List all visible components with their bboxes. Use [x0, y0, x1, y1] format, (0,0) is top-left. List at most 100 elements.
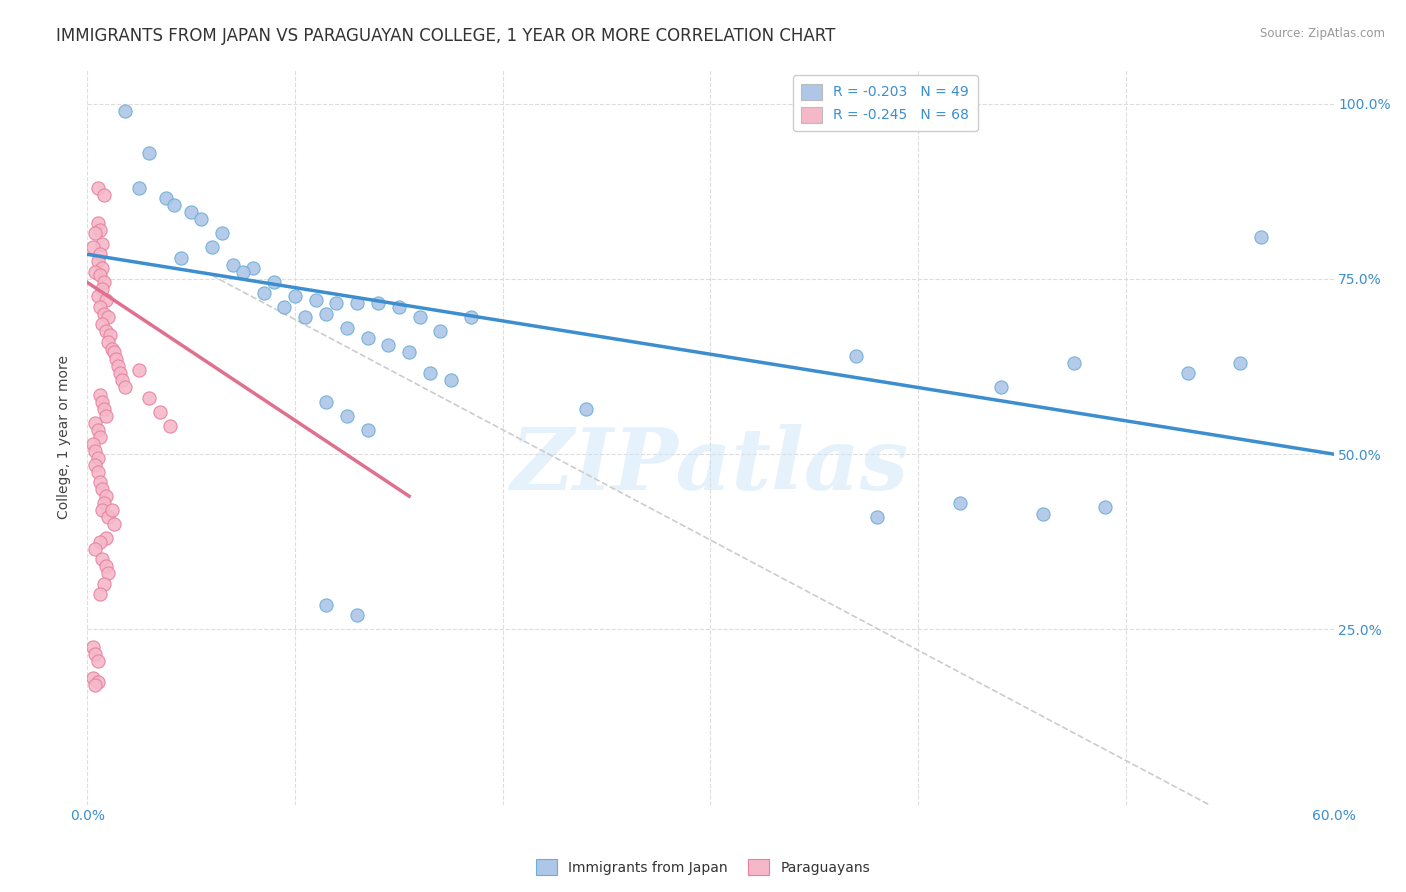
- Point: [408, 310, 430, 325]
- Point: [84, 416, 107, 430]
- Point: [94, 559, 117, 574]
- Point: [201, 240, 224, 254]
- Point: [103, 517, 125, 532]
- Point: [159, 419, 181, 434]
- Point: [377, 338, 399, 352]
- Point: [367, 296, 389, 310]
- Point: [82, 672, 104, 686]
- Point: [114, 103, 136, 118]
- Point: [89, 247, 111, 261]
- Point: [90, 261, 112, 276]
- Point: [149, 405, 172, 419]
- Point: [398, 345, 420, 359]
- Point: [84, 647, 107, 661]
- Point: [128, 363, 150, 377]
- Point: [865, 510, 887, 524]
- Point: [94, 293, 117, 307]
- Point: [86, 180, 108, 194]
- Point: [90, 282, 112, 296]
- Point: [89, 534, 111, 549]
- Point: [82, 240, 104, 254]
- Point: [305, 293, 328, 307]
- Point: [138, 391, 160, 405]
- Point: [90, 236, 112, 251]
- Point: [336, 321, 359, 335]
- Point: [211, 227, 233, 241]
- Point: [90, 394, 112, 409]
- Point: [93, 401, 115, 416]
- Point: [105, 352, 128, 367]
- Point: [242, 261, 264, 276]
- Point: [101, 503, 124, 517]
- Point: [1032, 507, 1054, 521]
- Point: [94, 325, 117, 339]
- Point: [86, 654, 108, 668]
- Point: [82, 436, 104, 450]
- Y-axis label: College, 1 year or more: College, 1 year or more: [58, 354, 72, 518]
- Point: [86, 216, 108, 230]
- Point: [89, 429, 111, 443]
- Point: [84, 443, 107, 458]
- Legend: R = -0.203   N = 49, R = -0.245   N = 68: R = -0.203 N = 49, R = -0.245 N = 68: [793, 76, 977, 131]
- Text: Source: ZipAtlas.com: Source: ZipAtlas.com: [1260, 27, 1385, 40]
- Point: [190, 212, 212, 227]
- Point: [232, 265, 254, 279]
- Point: [84, 541, 107, 556]
- Point: [128, 180, 150, 194]
- Point: [90, 503, 112, 517]
- Point: [86, 289, 108, 303]
- Point: [90, 318, 112, 332]
- Point: [86, 450, 108, 465]
- Point: [990, 380, 1012, 394]
- Point: [429, 325, 451, 339]
- Point: [98, 327, 121, 342]
- Point: [90, 482, 112, 496]
- Text: ZIPatlas: ZIPatlas: [512, 425, 910, 508]
- Point: [460, 310, 482, 325]
- Point: [82, 640, 104, 654]
- Point: [84, 227, 107, 241]
- Point: [155, 191, 177, 205]
- Point: [138, 145, 160, 160]
- Point: [94, 531, 117, 545]
- Point: [86, 675, 108, 690]
- Point: [86, 465, 108, 479]
- Point: [93, 496, 115, 510]
- Point: [93, 576, 115, 591]
- Point: [325, 296, 347, 310]
- Point: [346, 296, 368, 310]
- Point: [845, 349, 868, 363]
- Point: [89, 268, 111, 283]
- Point: [1063, 356, 1085, 370]
- Point: [346, 608, 368, 623]
- Point: [419, 367, 441, 381]
- Point: [356, 331, 378, 345]
- Point: [84, 265, 107, 279]
- Point: [949, 496, 972, 510]
- Point: [89, 587, 111, 601]
- Point: [101, 342, 124, 356]
- Point: [1250, 229, 1272, 244]
- Point: [103, 345, 125, 359]
- Text: IMMIGRANTS FROM JAPAN VS PARAGUAYAN COLLEGE, 1 YEAR OR MORE CORRELATION CHART: IMMIGRANTS FROM JAPAN VS PARAGUAYAN COLL…: [56, 27, 835, 45]
- Point: [315, 307, 337, 321]
- Point: [253, 285, 276, 300]
- Point: [86, 423, 108, 437]
- Point: [97, 510, 120, 524]
- Point: [315, 394, 337, 409]
- Point: [315, 598, 337, 612]
- Point: [1094, 500, 1116, 514]
- Point: [356, 423, 378, 437]
- Point: [114, 380, 136, 394]
- Point: [94, 489, 117, 503]
- Point: [221, 258, 243, 272]
- Point: [336, 409, 359, 423]
- Point: [388, 300, 411, 314]
- Point: [110, 367, 132, 381]
- Point: [169, 251, 191, 265]
- Point: [1229, 356, 1251, 370]
- Point: [273, 300, 295, 314]
- Point: [84, 458, 107, 472]
- Point: [1177, 367, 1199, 381]
- Point: [89, 475, 111, 490]
